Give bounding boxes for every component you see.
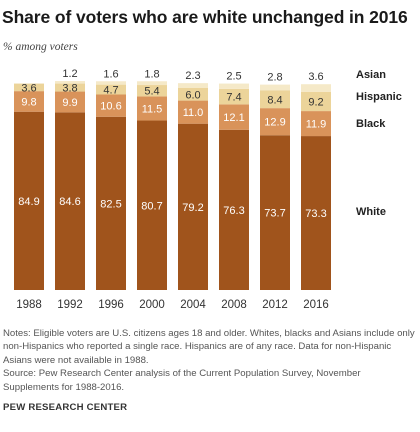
bar-asian-2008 <box>219 83 249 89</box>
label-white-2000: 80.7 <box>141 200 162 212</box>
label-hispanic-2012: 8.4 <box>267 94 282 106</box>
chart-title: Share of voters who are white unchanged … <box>2 7 408 27</box>
x-tick-1996: 1996 <box>98 299 124 311</box>
label-white-1988: 84.9 <box>18 196 39 208</box>
label-hispanic-2004: 6.0 <box>185 89 200 101</box>
label-hispanic-1996: 4.7 <box>103 85 118 97</box>
bar-black-2008 <box>219 104 249 130</box>
bar-white-1988 <box>14 111 44 291</box>
x-tick-1992: 1992 <box>57 299 83 311</box>
legend-asian: Asian <box>356 69 386 81</box>
label-asian-2008: 2.5 <box>226 71 241 83</box>
label-white-2004: 79.2 <box>182 202 203 214</box>
bar-white-2016 <box>301 136 331 290</box>
bar-black-2012 <box>260 108 290 136</box>
stacked-bar-chart: 84.9 9.8 3.6 1988 84.6 9.9 3.8 1.2 1992 82.5 10.6 4… <box>14 68 402 311</box>
x-tick-2016: 2016 <box>303 299 329 311</box>
bar-white-2012 <box>260 135 290 290</box>
label-asian-2016: 3.6 <box>308 71 323 83</box>
bar-black-2004 <box>178 100 208 124</box>
label-asian-2000: 1.8 <box>144 68 159 80</box>
label-asian-2004: 2.3 <box>185 70 200 82</box>
bar-hispanic-2004 <box>178 87 208 101</box>
bar-hispanic-2012 <box>260 90 290 109</box>
bar-hispanic-1988 <box>14 83 44 92</box>
label-asian-1996: 1.6 <box>103 68 118 80</box>
bar-white-1996 <box>96 116 126 290</box>
bar-asian-2004 <box>178 83 208 88</box>
label-black-2012: 12.9 <box>264 117 285 129</box>
label-hispanic-1992: 3.8 <box>62 83 77 95</box>
bar-asian-1992 <box>55 81 85 84</box>
notes-text: Notes: Eligible voters are U.S. citizens… <box>3 328 415 366</box>
bar-white-1992 <box>55 112 85 290</box>
bar-asian-2012 <box>260 84 290 91</box>
x-tick-2004: 2004 <box>180 299 206 311</box>
chart-notes: Notes: Eligible voters are U.S. citizens… <box>3 327 415 394</box>
legend-white: White <box>356 206 386 218</box>
bar-asian-2016 <box>301 84 331 92</box>
legend-hispanic: Hispanic <box>356 91 402 103</box>
label-black-2004: 11.0 <box>183 107 204 119</box>
bar-asian-2000 <box>137 81 167 86</box>
chart-subtitle: % among voters <box>3 41 78 53</box>
footer-credit: PEW RESEARCH CENTER <box>3 402 128 413</box>
bar-black-1996 <box>96 94 126 117</box>
bar-black-2016 <box>301 111 331 137</box>
bar-white-2004 <box>178 123 208 291</box>
bar-hispanic-2008 <box>219 88 249 105</box>
x-tick-2012: 2012 <box>262 299 288 311</box>
label-hispanic-2000: 5.4 <box>144 86 159 98</box>
bar-hispanic-2000 <box>137 85 167 97</box>
bar-black-2000 <box>137 96 167 121</box>
label-white-2016: 73.3 <box>305 208 326 220</box>
bar-black-1988 <box>14 91 44 112</box>
x-tick-1988: 1988 <box>16 299 42 311</box>
x-tick-2008: 2008 <box>221 299 247 311</box>
label-asian-1992: 1.2 <box>62 68 77 80</box>
label-black-1988: 9.8 <box>21 96 36 108</box>
label-white-2012: 73.7 <box>264 208 285 220</box>
legend-black: Black <box>356 118 386 130</box>
bar-hispanic-2016 <box>301 91 331 112</box>
x-tick-2000: 2000 <box>139 299 165 311</box>
label-black-1992: 9.9 <box>62 97 77 109</box>
bar-black-1992 <box>55 91 85 113</box>
label-black-2008: 12.1 <box>223 112 244 124</box>
label-hispanic-2016: 9.2 <box>308 96 323 108</box>
bar-hispanic-1992 <box>55 83 85 92</box>
label-black-2016: 11.9 <box>306 119 327 131</box>
bar-white-2008 <box>219 129 249 290</box>
label-white-1996: 82.5 <box>100 198 121 210</box>
bar-white-2000 <box>137 120 167 290</box>
label-hispanic-2008: 7.4 <box>226 92 241 104</box>
label-black-1996: 10.6 <box>100 101 121 113</box>
label-white-1992: 84.6 <box>59 196 80 208</box>
label-asian-2012: 2.8 <box>267 72 282 84</box>
label-hispanic-1988: 3.6 <box>21 82 36 94</box>
label-black-2000: 11.5 <box>142 103 163 115</box>
bar-asian-1996 <box>96 81 126 85</box>
source-text: Source: Pew Research Center analysis of … <box>3 368 361 393</box>
label-white-2008: 76.3 <box>223 205 244 217</box>
bar-hispanic-1996 <box>96 84 126 95</box>
